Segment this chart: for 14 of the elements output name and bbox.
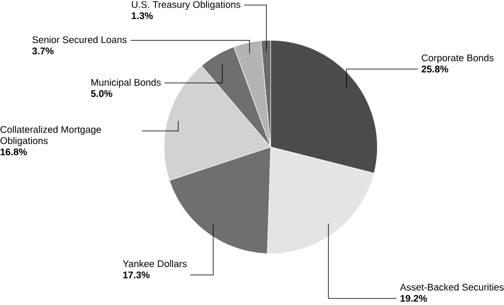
data-label: 5.0% <box>90 90 112 97</box>
slice-label: Municipal Bonds <box>91 78 161 88</box>
slice-label: Asset-Backed Securities <box>400 284 504 291</box>
data-label: 19.2% <box>400 294 427 302</box>
slice-label: Corporate Bonds <box>422 54 494 64</box>
slice-label: Yankee Dollars <box>122 260 187 268</box>
slice-label: Senior Secured Loans <box>32 36 127 44</box>
data-label: 1.3% <box>132 12 153 20</box>
slice-label: Collateralized Mortgage Obligations <box>0 126 101 146</box>
data-label: 16.8% <box>0 148 27 156</box>
slice-label: U.S. Treasury Obligations <box>132 0 240 10</box>
data-label: 17.3% <box>123 271 150 278</box>
data-label: 3.7% <box>32 48 54 54</box>
data-label: 25.8% <box>422 66 448 72</box>
